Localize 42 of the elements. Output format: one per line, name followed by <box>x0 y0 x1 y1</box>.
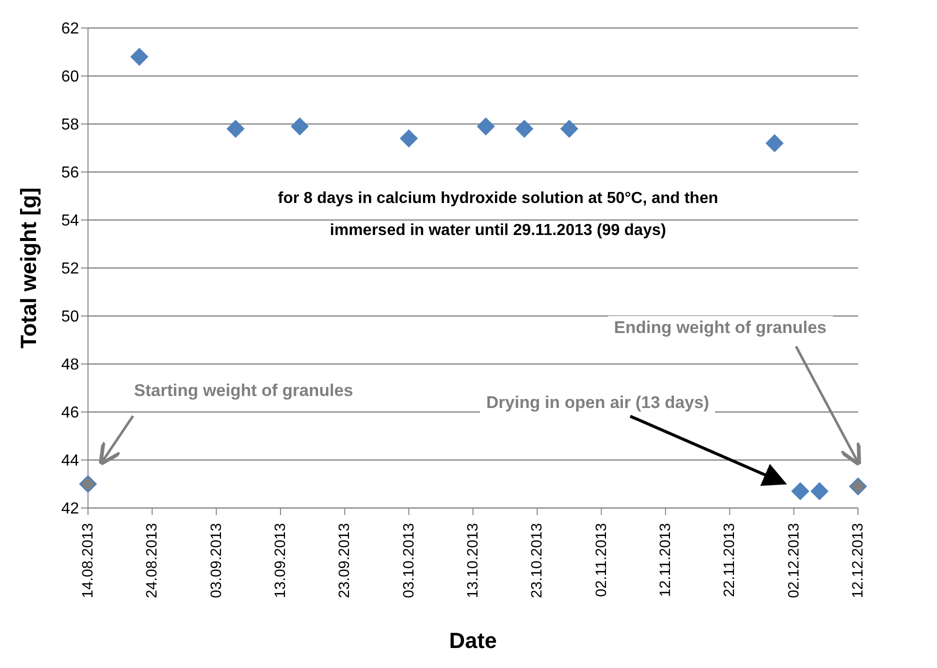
x-axis-title: Date <box>449 628 497 653</box>
y-tick-label: 50 <box>61 308 80 326</box>
point <box>516 120 534 138</box>
point <box>766 134 784 152</box>
annotation: Starting weight of granules <box>128 379 360 403</box>
x-tick-label: 22.11.2013 <box>721 523 738 597</box>
y-tick-label: 46 <box>61 404 80 422</box>
x-tick-label: 12.11.2013 <box>657 523 674 597</box>
point <box>130 48 148 66</box>
x-tick-label: 03.09.2013 <box>208 523 225 598</box>
point <box>792 482 809 500</box>
x-tick-label: 24.08.2013 <box>144 523 161 598</box>
y-tick-label: 60 <box>61 68 80 86</box>
point <box>477 118 495 136</box>
x-tick-label: 13.10.2013 <box>464 523 482 598</box>
x-tick-label: 23.10.2013 <box>528 523 546 598</box>
x-tick-label: 03.10.2013 <box>400 523 418 598</box>
point <box>849 478 867 496</box>
y-tick-label: 62 <box>61 20 80 38</box>
point <box>226 120 244 138</box>
x-tick-label: 23.09.2013 <box>336 523 354 598</box>
y-tick-label: 48 <box>61 356 80 374</box>
x-tick-label: 02.12.2013 <box>785 523 802 598</box>
y-tick-label: 58 <box>61 116 80 134</box>
annotation: Ending weight of granules <box>608 316 832 340</box>
y-tick-label: 52 <box>61 260 80 278</box>
y-axis-title: Total weight [g] <box>16 188 41 348</box>
x-tick-label: 02.11.2013 <box>592 523 610 597</box>
point <box>79 475 97 493</box>
x-tick-label: 13.09.2013 <box>272 523 289 598</box>
x-tick-label: 12.12.2013 <box>850 523 866 598</box>
annotation: Drying in open air (13 days) <box>480 391 716 416</box>
point <box>810 482 828 500</box>
y-tick-label: 54 <box>61 212 80 230</box>
point <box>400 130 418 148</box>
y-tick-label: 44 <box>61 452 80 470</box>
y-tick-label: 42 <box>61 500 80 518</box>
point <box>560 120 578 138</box>
point <box>291 118 308 136</box>
y-tick-label: 56 <box>61 164 80 182</box>
x-tick-label: 14.08.2013 <box>80 523 96 598</box>
annotation: for 8 days in calcium hydroxide solution at 50°C, and then immersed in water until 29.11.2013 (99 days) <box>276 189 720 241</box>
